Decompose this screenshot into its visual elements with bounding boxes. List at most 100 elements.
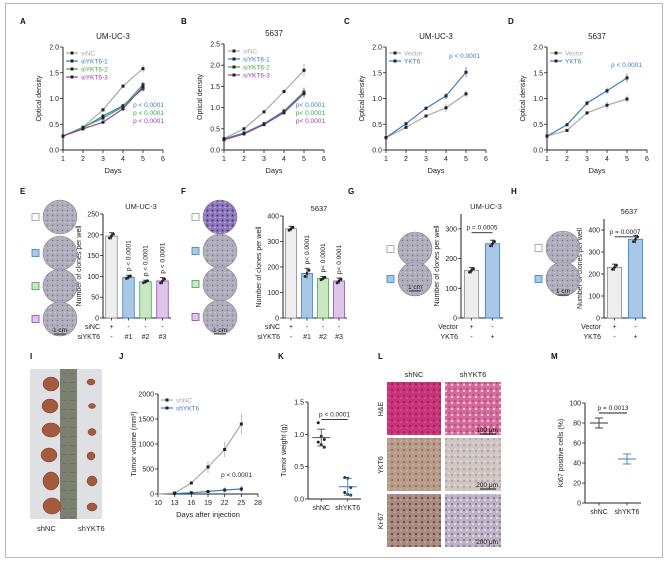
data-point [472,267,475,271]
series-line-ykt6 [385,71,467,139]
panel-letter-d: D [508,17,514,26]
y-tick-label: 1.5 [49,70,59,77]
x-tick-label: 2 [404,156,408,163]
y-tick-label: 300 [267,239,279,246]
x-tick-label: 16 [187,500,195,507]
series-line-siykt6-3 [62,86,144,137]
x-tick-label: 1 [545,156,549,163]
y-axis-label: Number of clones per well [256,226,263,307]
chart-panel-j: 0 500 1000 1500 2000 Tumor volume (mm³) 10 13 16… [131,392,262,520]
data-point [337,279,341,283]
legend-label: siYKT6-3 [243,73,270,80]
bar-sinc [285,228,297,319]
y-axis-label: Number of clones per well [577,228,584,309]
y-tick-label: 0 [596,316,600,323]
p-value-annotation: p < 0.0001 [449,53,480,60]
data-point [101,114,105,118]
panel-letter-j: J [119,352,123,361]
row1-value: - [634,324,637,331]
data-point [565,123,569,127]
data-point [239,422,243,426]
data-point [189,491,193,495]
chart-panel-b: 5637 0.0 0.5 1.0 1.5 2.0 2.5 Optical density 1 2 3… [197,29,326,175]
data-point [289,227,293,231]
y-tick-label: 0.0 [533,148,543,155]
y-axis-label: Tumor weight (g) [281,424,288,477]
bar-n1 [301,272,313,319]
data-point [404,122,408,126]
group-color-key [534,275,543,283]
data-point [302,92,306,96]
x-tick-label: 3 [424,156,428,163]
panel-letter-e: E [20,187,26,196]
y-tick-label: 40 [573,461,581,468]
panel-letter-c: C [344,17,350,26]
p-value-annotation: p < 0.0001 [133,110,164,117]
chart-title: 5637 [265,29,283,38]
bar-n3 [333,280,345,319]
data-point [491,242,494,246]
x-tick-label: 1 [222,156,226,163]
y-tick-label: 200 [445,256,457,263]
data-point [493,240,496,243]
series-line-siykt6-1 [62,88,144,137]
legend-label: siYKT6-2 [243,65,270,72]
legend-label: siYKT6-3 [81,75,108,82]
y-tick-label: 80 [573,421,581,428]
row1-value: - [491,324,494,331]
x-tick-label: 3 [262,156,266,163]
x-tick-label: 13 [171,500,179,507]
data-point [161,279,164,283]
series-line-shnc [157,423,242,495]
data-point [163,277,166,281]
data-point [282,111,286,115]
data-point [585,101,589,105]
row-label-ki67: Ki-67 [378,513,385,529]
data-point [129,274,132,278]
image-ykt6-shykt6 [445,438,501,491]
colony-dish-image [202,199,238,235]
chart-title: UM-UC-3 [470,202,502,211]
data-point [613,266,616,269]
colony-dish-image [397,261,433,297]
row2-value: - [470,334,473,341]
data-point [223,488,227,492]
x-tick-label: 3 [585,156,589,163]
image-ki67-shnc [387,494,441,547]
y-tick-label: 250 [87,212,99,219]
data-point [424,106,428,110]
legend-label: shYKT6 [176,406,200,413]
data-point [121,107,125,111]
label-shnc: shNC [37,524,56,533]
bar-ykt6 [484,243,501,319]
row1-label: Vector [438,324,459,331]
figure-frame: A B C D E F G H I J K L M UM-UC-3 0.0 0.5 1.0 1.5 2.0 Opti… [5,3,663,558]
legend-label: siYKT6-1 [81,59,108,66]
data-point [305,271,309,275]
p-value-annotation: p< 0.0001 [336,244,343,273]
p-value-annotation: p< 0.0001 [296,118,325,125]
data-point [384,136,388,140]
data-point [125,277,128,280]
colony-dish-image [42,268,78,304]
x-tick-label: 25 [237,500,245,507]
data-point [468,270,471,274]
x-tick-label: 5 [141,156,145,163]
data-point [316,421,320,425]
y-axis-label: Number of clones per well [434,225,441,306]
tumor-specimen [42,471,60,491]
chart-panel-f: 5637 0 100 200 300 400 Number of clones per we… [191,199,347,341]
bar-sinc [105,235,118,319]
legend-label: Vector [565,51,584,58]
data-point [146,279,149,283]
tumor-specimen [88,403,96,409]
row1-value: + [469,324,473,331]
p-value-annotation: p< 0.0001 [320,243,327,272]
y-tick-label: 20 [573,481,581,488]
y-tick-label: 1.0 [294,432,304,439]
data-point [615,264,618,267]
y-tick-label: 100 [267,290,279,297]
x-tick-label: 3 [101,156,105,163]
group-color-key [31,315,40,323]
legend-marker [393,51,397,55]
